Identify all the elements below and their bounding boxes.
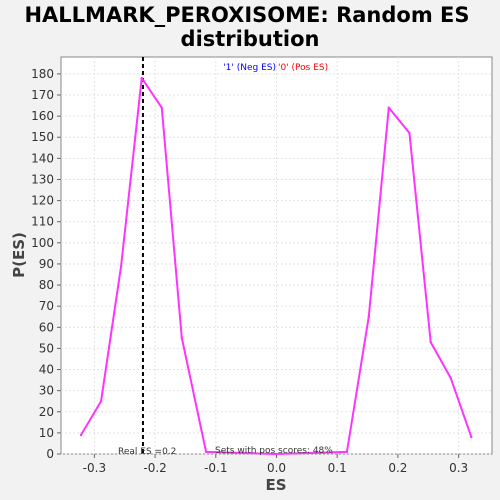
- x-tick-label: -0.2: [143, 461, 166, 475]
- series-layer: [79, 76, 473, 456]
- x-tick-label: -0.1: [204, 461, 227, 475]
- series-point: [160, 106, 163, 109]
- real-es-annotation: Real ES =0.2: [118, 447, 176, 457]
- series-point: [470, 435, 473, 439]
- x-tick-label: 0.0: [267, 461, 286, 475]
- y-tick-label: 140: [31, 151, 54, 165]
- y-tick-label: 90: [39, 257, 54, 271]
- y-tick-label: 50: [39, 341, 54, 355]
- series-point: [387, 106, 391, 109]
- x-axis: -0.3 -0.2 -0.1 0.0 0.1 0.2 0.3: [83, 454, 468, 475]
- legend-neg-label: '1' (Neg ES): [223, 63, 276, 73]
- y-tick-label: 20: [39, 405, 54, 419]
- series-point: [429, 340, 432, 344]
- series-point: [119, 264, 123, 268]
- y-tick-label: 100: [31, 236, 54, 250]
- series-point: [275, 452, 278, 456]
- series-point: [367, 315, 370, 318]
- series-point: [345, 450, 349, 454]
- series-point: [408, 131, 411, 135]
- chart-title-line-1: HALLMARK_PEROXISOME: Random ES: [24, 3, 469, 27]
- series-point: [449, 376, 452, 380]
- y-tick-label: 150: [31, 130, 54, 144]
- x-tick-label: -0.3: [83, 461, 106, 475]
- pos-scores-annotation: Sets with pos scores: 48%: [215, 446, 333, 456]
- series-point: [180, 336, 184, 340]
- y-tick-label: 60: [39, 320, 54, 334]
- y-tick-label: 120: [31, 194, 54, 208]
- y-tick-label: 180: [31, 67, 54, 81]
- plot-area: [60, 56, 493, 455]
- y-tick-label: 160: [31, 109, 54, 123]
- y-tick-label: 130: [31, 172, 54, 186]
- y-tick-label: 80: [39, 278, 54, 292]
- series-point: [99, 400, 103, 403]
- y-tick-label: 40: [39, 363, 54, 377]
- y-tick-label: 70: [39, 299, 54, 313]
- y-tick-label: 0: [46, 447, 54, 461]
- x-tick-label: 0.1: [328, 461, 347, 475]
- y-tick-label: 110: [31, 215, 54, 229]
- x-tick-label: 0.2: [388, 461, 407, 475]
- chart-title-line-2: distribution: [181, 27, 320, 51]
- y-tick-label: 10: [39, 426, 54, 440]
- legend-pos-label: '0' (Pos ES): [278, 63, 328, 73]
- x-axis-label: ES: [265, 476, 286, 494]
- y-axis-label: P(ES): [10, 232, 28, 278]
- y-tick-label: 30: [39, 384, 54, 398]
- series-point: [204, 450, 208, 454]
- y-axis: 0 10 20 30 40 50 60 70 80 90 100 110 120 130 140 150 160…: [31, 67, 61, 461]
- y-tick-label: 170: [31, 88, 54, 102]
- x-tick-label: 0.3: [449, 461, 468, 475]
- series-point: [140, 76, 143, 80]
- series-point: [79, 433, 83, 437]
